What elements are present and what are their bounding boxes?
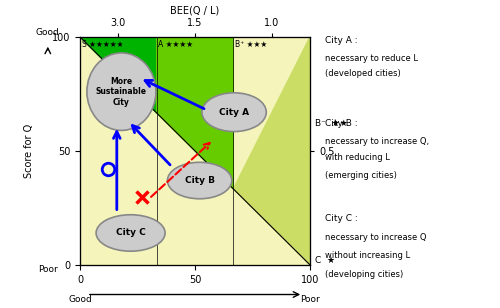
Text: necessary to increase Q,: necessary to increase Q, (325, 137, 429, 146)
Text: Score for Q: Score for Q (24, 124, 34, 178)
Text: City A: City A (219, 108, 249, 117)
Text: necessary to increase Q: necessary to increase Q (325, 233, 426, 242)
Ellipse shape (87, 53, 156, 130)
Polygon shape (80, 37, 156, 113)
Text: without increasing L: without increasing L (325, 251, 410, 260)
Text: B⁻  ★★: B⁻ ★★ (314, 119, 348, 128)
Text: A ★★★★: A ★★★★ (158, 40, 194, 49)
Text: C  ★: C ★ (314, 256, 334, 265)
Text: (developed cities): (developed cities) (325, 69, 401, 79)
Text: Good: Good (68, 294, 92, 303)
Text: City B :: City B : (325, 119, 358, 128)
Ellipse shape (202, 93, 266, 132)
Text: City C :: City C : (325, 214, 358, 223)
Text: City C: City C (116, 229, 146, 237)
Text: Good: Good (36, 28, 60, 37)
X-axis label: BEE(Q / L): BEE(Q / L) (170, 6, 220, 16)
Text: necessary to reduce L: necessary to reduce L (325, 54, 418, 63)
Text: S ★★★★★: S ★★★★★ (82, 40, 124, 49)
Text: Poor: Poor (38, 265, 58, 274)
Text: (developing cities): (developing cities) (325, 270, 403, 279)
Text: Poor: Poor (300, 294, 320, 303)
Polygon shape (234, 37, 310, 265)
Text: B⁺ ★★★: B⁺ ★★★ (236, 40, 268, 49)
Text: with reducing L: with reducing L (325, 152, 390, 162)
Ellipse shape (96, 215, 165, 251)
Text: More
Sustainable
City: More Sustainable City (96, 77, 147, 107)
Text: City A :: City A : (325, 35, 358, 45)
Text: (emerging cities): (emerging cities) (325, 171, 397, 180)
Polygon shape (156, 37, 234, 189)
Text: City B: City B (184, 176, 214, 185)
Ellipse shape (168, 162, 232, 199)
